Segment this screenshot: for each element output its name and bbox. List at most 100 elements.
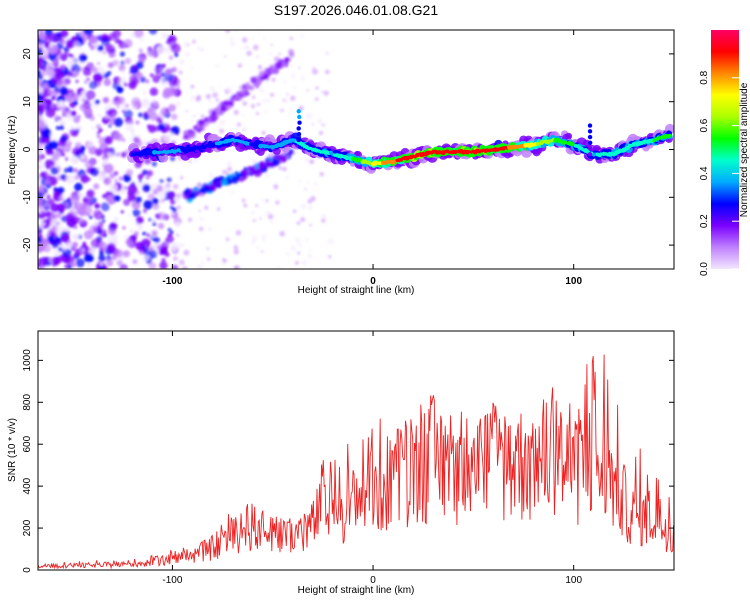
spectral-blob xyxy=(215,180,222,186)
spectral-blob xyxy=(299,179,302,183)
spectral-blob xyxy=(271,77,276,82)
spike-blob xyxy=(587,134,593,140)
spectral-blob xyxy=(98,128,103,133)
spectral-blob xyxy=(197,183,203,188)
spectral-blob xyxy=(243,45,247,49)
spectral-blob xyxy=(215,110,219,114)
spectral-blob xyxy=(66,60,74,68)
spectral-blob xyxy=(196,46,202,51)
spectral-blob xyxy=(241,169,247,175)
spectral-blob xyxy=(229,40,236,47)
bottom-y-tick-label: 0 xyxy=(22,567,33,573)
colorbar-tick-label: 0.4 xyxy=(699,166,710,180)
spectral-blob xyxy=(91,126,95,130)
spectral-blob xyxy=(89,115,95,121)
spectral-blob xyxy=(152,198,159,205)
spectral-blob xyxy=(120,210,124,214)
spectral-blob xyxy=(237,63,242,68)
spike-blob xyxy=(588,140,593,146)
bottom-y-tick-label: 1000 xyxy=(22,349,33,372)
spectral-blob xyxy=(262,98,267,103)
spectral-blob xyxy=(50,166,59,175)
spectral-blob xyxy=(312,112,315,115)
spectral-blob xyxy=(233,109,239,115)
spectral-blob xyxy=(235,94,240,100)
spectral-blob xyxy=(165,183,171,189)
spectral-blob xyxy=(160,107,170,117)
spectral-blob xyxy=(250,210,256,215)
spectral-blob xyxy=(102,265,108,269)
spectral-blob xyxy=(177,208,182,214)
spectral-blob xyxy=(104,114,109,120)
spectral-blob xyxy=(69,129,78,137)
spectral-blob xyxy=(143,111,149,117)
spectral-blob xyxy=(113,216,119,222)
spectral-blob xyxy=(159,119,163,124)
spectral-blob xyxy=(157,222,165,230)
spectral-blob xyxy=(121,266,126,269)
top-y-tick-label: 0 xyxy=(22,146,33,152)
spectral-blob xyxy=(205,255,210,260)
spectral-blob xyxy=(49,132,54,137)
spectral-blob xyxy=(245,88,249,92)
spectral-blob xyxy=(48,89,53,95)
spectral-blob xyxy=(298,66,301,69)
spectral-blob xyxy=(294,237,301,244)
spectral-blob xyxy=(71,146,82,157)
spectral-blob xyxy=(99,250,104,256)
spectral-blob xyxy=(78,217,82,221)
colorbar-tick-label: 0.6 xyxy=(699,118,710,132)
spectral-blob xyxy=(290,64,294,68)
spectral-blob xyxy=(49,257,53,261)
spectral-blob xyxy=(92,221,99,227)
spectral-blob xyxy=(79,154,85,160)
spectral-blob xyxy=(293,86,297,91)
spectral-blob xyxy=(127,213,132,217)
spectral-blob xyxy=(222,258,227,263)
spectral-blob xyxy=(258,64,262,68)
spectral-blob xyxy=(123,109,133,119)
spectral-blob xyxy=(276,153,284,162)
spectral-blob xyxy=(80,174,89,184)
spectral-blob xyxy=(60,233,70,243)
spectral-blob xyxy=(171,68,175,72)
spectral-blob xyxy=(75,258,85,268)
spectral-blob xyxy=(67,264,72,269)
spectral-blob xyxy=(160,198,165,203)
top-x-ticks: -100 0 100 xyxy=(162,30,582,287)
spectral-blob xyxy=(95,124,102,130)
spectral-blob xyxy=(38,32,46,40)
spectral-blob xyxy=(166,86,177,97)
spectral-blob xyxy=(82,67,92,76)
spectral-blob xyxy=(86,262,92,269)
spectral-blob xyxy=(250,103,256,109)
spectral-blob xyxy=(149,87,159,96)
spectral-blob xyxy=(116,259,123,266)
spectral-blob xyxy=(304,188,307,191)
spectral-blob xyxy=(307,253,313,259)
spectral-blob xyxy=(109,172,115,179)
spectral-blob xyxy=(73,174,80,181)
spectral-blob xyxy=(58,242,63,246)
spectral-blob xyxy=(167,131,175,139)
spectral-blob xyxy=(49,140,59,150)
spectral-blob xyxy=(261,250,264,253)
spectral-blob xyxy=(127,184,138,195)
spectral-blob xyxy=(189,119,193,123)
spectral-blob xyxy=(313,182,318,187)
spectral-blob xyxy=(174,52,179,58)
spectral-blob xyxy=(266,161,271,166)
spectral-blob xyxy=(233,249,239,255)
spectral-blob xyxy=(198,226,204,232)
spectral-blob xyxy=(273,184,279,190)
spectral-blob xyxy=(106,242,116,252)
spectral-blob xyxy=(79,103,87,111)
bottom-x-tick-label: 0 xyxy=(370,575,376,586)
spectral-blob xyxy=(308,229,311,232)
spectral-blob xyxy=(130,132,136,138)
spectral-blob xyxy=(258,70,265,77)
spectral-blob xyxy=(270,92,275,97)
spectral-blob xyxy=(165,68,173,75)
spectral-blob xyxy=(83,30,94,36)
spectral-blob xyxy=(285,155,289,159)
